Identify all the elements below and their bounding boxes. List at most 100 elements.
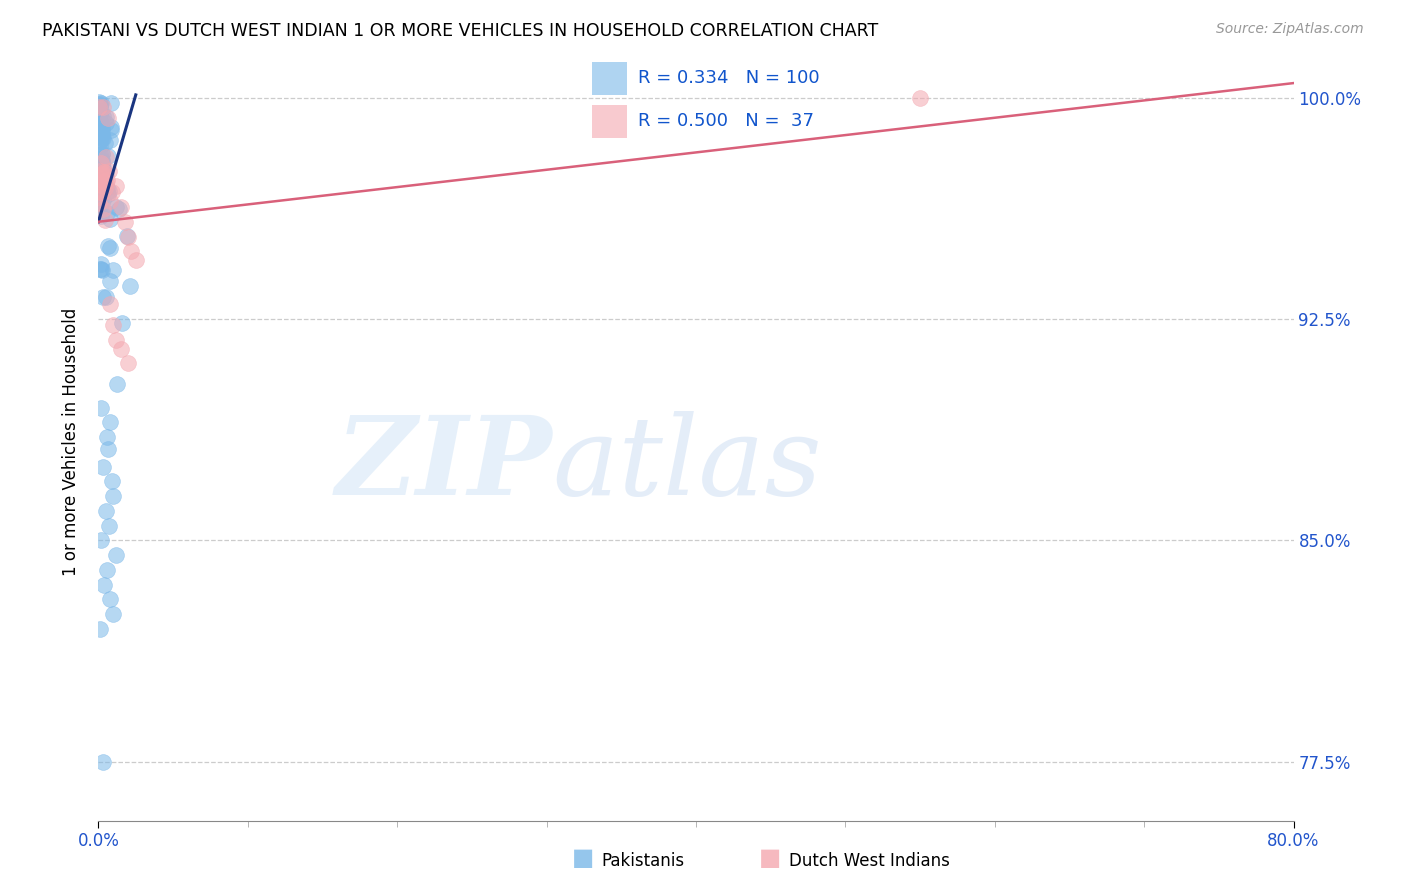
Point xyxy=(94,116,117,130)
Point xyxy=(100,122,122,136)
Point xyxy=(89,164,111,178)
Point xyxy=(89,95,111,109)
Point xyxy=(91,160,114,174)
Point xyxy=(118,279,141,293)
Point xyxy=(89,262,111,277)
Text: ■: ■ xyxy=(759,846,782,870)
Point xyxy=(90,154,112,169)
Point xyxy=(93,164,115,178)
Point xyxy=(89,622,111,636)
Point xyxy=(91,147,114,161)
Point xyxy=(91,100,114,114)
Point xyxy=(89,192,111,206)
Point xyxy=(93,136,115,150)
Point xyxy=(97,149,120,163)
Point xyxy=(117,229,139,244)
Point xyxy=(91,121,114,136)
Point xyxy=(90,127,112,141)
Point xyxy=(87,125,110,139)
Point xyxy=(90,159,112,173)
Point xyxy=(90,154,112,169)
Point xyxy=(103,318,125,332)
Point xyxy=(120,244,142,259)
Point xyxy=(98,163,121,178)
Point xyxy=(93,175,115,189)
Point xyxy=(89,134,111,148)
Point xyxy=(90,186,112,200)
Point xyxy=(96,563,118,577)
Point xyxy=(89,196,111,211)
Point xyxy=(89,115,111,129)
Point xyxy=(94,290,117,304)
Point xyxy=(91,186,114,201)
Point xyxy=(115,228,138,243)
Point xyxy=(100,120,122,135)
Point xyxy=(98,297,122,311)
Point xyxy=(87,172,110,186)
Point xyxy=(96,185,118,199)
Point xyxy=(89,117,111,131)
Point xyxy=(96,173,118,187)
Point xyxy=(105,333,128,347)
Point xyxy=(93,577,115,591)
Point xyxy=(97,442,120,456)
Point xyxy=(96,150,118,164)
Point xyxy=(94,167,117,181)
Text: R = 0.334   N = 100: R = 0.334 N = 100 xyxy=(638,70,820,87)
Text: Pakistanis: Pakistanis xyxy=(602,852,685,870)
Point xyxy=(110,342,132,356)
Point xyxy=(91,167,114,181)
Point xyxy=(96,181,118,195)
Point xyxy=(90,155,112,169)
Point xyxy=(105,179,128,194)
Point xyxy=(87,153,110,167)
Text: ZIP: ZIP xyxy=(336,410,553,518)
Point xyxy=(98,133,121,147)
Point xyxy=(89,156,111,170)
Point xyxy=(98,212,121,227)
Point xyxy=(93,174,115,188)
Text: R = 0.500   N =  37: R = 0.500 N = 37 xyxy=(638,112,814,130)
Point xyxy=(90,96,112,111)
Point xyxy=(93,181,115,195)
Point xyxy=(103,607,125,621)
Point xyxy=(90,147,112,161)
Point xyxy=(97,518,120,533)
Point xyxy=(90,104,112,119)
Point xyxy=(90,533,112,548)
Point xyxy=(103,489,125,503)
Point xyxy=(89,115,111,129)
Point xyxy=(89,173,111,187)
Point xyxy=(94,504,117,518)
Point xyxy=(90,204,112,219)
Bar xyxy=(592,62,627,95)
Point xyxy=(87,171,110,186)
Point xyxy=(98,592,122,607)
Text: atlas: atlas xyxy=(553,410,823,518)
Point xyxy=(87,190,110,204)
Point xyxy=(90,209,112,223)
Point xyxy=(90,160,112,174)
Point xyxy=(91,181,114,195)
Point xyxy=(87,159,110,173)
Point xyxy=(91,109,114,123)
Point xyxy=(90,110,112,124)
Point xyxy=(91,290,114,304)
Point xyxy=(110,316,132,330)
Point xyxy=(98,274,121,288)
Point xyxy=(107,202,129,216)
Point xyxy=(96,430,118,444)
Point xyxy=(89,105,111,120)
Point xyxy=(89,147,111,161)
Point xyxy=(87,152,110,166)
Point xyxy=(89,97,111,112)
Point xyxy=(117,356,139,370)
Point xyxy=(90,256,112,270)
Point xyxy=(97,239,120,253)
Point xyxy=(89,139,111,153)
Point xyxy=(90,153,112,167)
Point xyxy=(101,185,124,199)
Point xyxy=(98,416,122,430)
Point xyxy=(90,193,112,207)
Text: Dutch West Indians: Dutch West Indians xyxy=(789,852,949,870)
